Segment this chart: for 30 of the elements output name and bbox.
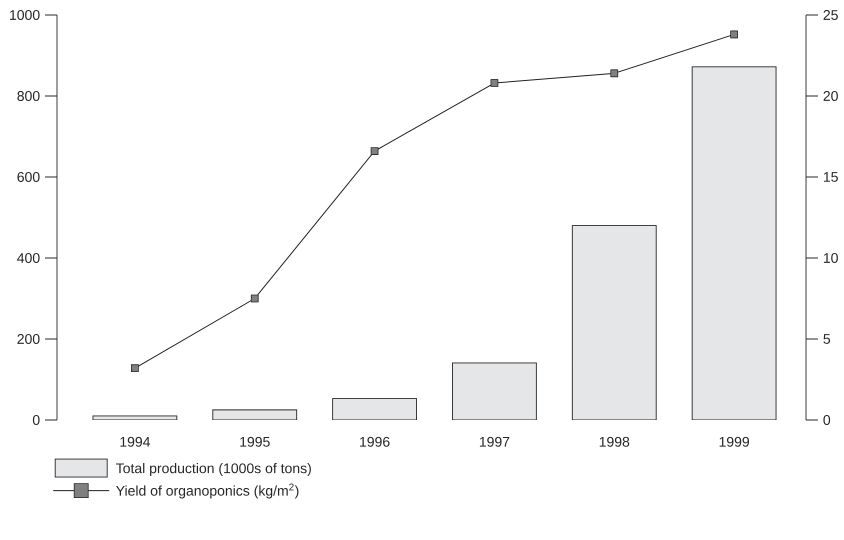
x-tick-label: 1998 <box>600 436 630 447</box>
y-tick-label: 400 <box>17 253 40 263</box>
bar <box>332 398 417 420</box>
x-tick-label: 1996 <box>360 436 390 447</box>
bar <box>692 66 776 420</box>
x-tick-label: 1999 <box>720 436 750 447</box>
bar <box>452 362 537 420</box>
legend-label: Total production (1000s of tons) <box>116 462 311 476</box>
point <box>250 294 259 302</box>
point <box>730 30 738 38</box>
x-tick-label: 1994 <box>120 436 150 447</box>
bar <box>572 225 657 420</box>
y-tick-label: 600 <box>17 172 40 182</box>
y-tick-label: 200 <box>17 334 40 344</box>
y2-tick-label: 10 <box>824 253 838 263</box>
point <box>490 79 498 87</box>
y2-tick-label: 5 <box>823 334 830 344</box>
point <box>610 69 618 78</box>
y2-tick-label: 15 <box>824 172 838 182</box>
y-tick-label: 1000 <box>10 10 40 20</box>
y2-tick-label: 25 <box>824 10 838 20</box>
y2-tick-label: 20 <box>824 91 838 101</box>
y2-tick-label: 0 <box>823 415 830 425</box>
y-tick-label: 800 <box>17 91 40 101</box>
y-tick-label: 0 <box>32 415 40 425</box>
point <box>370 147 378 155</box>
point <box>131 364 139 372</box>
x-tick-label: 1995 <box>240 436 270 447</box>
legend-label: Yield of organoponics (kg/m$^{2}$) <box>116 484 298 498</box>
x-tick-label: 1997 <box>480 436 510 447</box>
